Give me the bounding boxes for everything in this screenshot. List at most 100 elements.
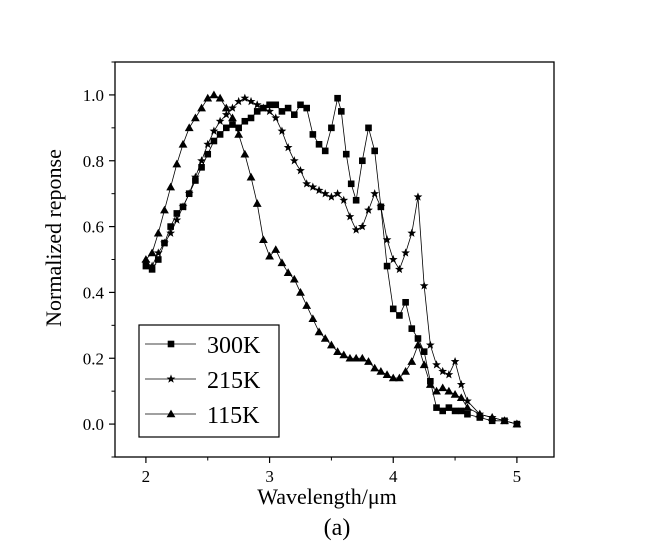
data-point-115K [444,386,454,395]
data-point-215K [228,103,237,112]
data-point-300K [338,108,345,115]
data-point-115K [432,386,441,395]
data-point-300K [198,164,205,171]
data-point-300K [142,262,150,270]
data-point-115K [370,363,380,372]
data-point-300K [359,157,366,165]
data-point-115K [339,350,349,359]
data-point-215K [333,189,342,198]
legend-label: 300K [207,333,261,359]
x-tick-label: 5 [513,467,522,486]
x-axis-title: Wavelength/μm [257,484,397,509]
data-point-115K [289,274,299,283]
data-point-300K [297,101,304,109]
legend-marker [166,374,176,383]
data-point-215K [419,281,429,290]
data-point-300K [278,108,286,115]
data-point-115K [258,235,268,244]
data-point-300K [235,124,242,132]
data-point-215K [172,215,182,224]
data-point-215K [160,238,169,247]
data-point-115K [456,393,466,402]
data-point-215K [314,185,324,195]
legend-label: 115K [207,403,260,429]
data-point-115K [327,340,336,349]
data-point-115K [153,228,163,237]
data-point-300K [464,410,471,418]
legend: 300K 215K 115K [138,324,280,438]
legend-item-300K: 300K [145,333,261,359]
data-point-300K [266,101,273,109]
data-point-300K [315,140,323,148]
data-point-215K [320,189,330,198]
data-point-300K [334,94,341,102]
data-point-115K [265,251,274,260]
data-point-300K [371,147,378,155]
plot-area: 2 3 4 5 0.0 0.2 0.4 0.6 0.8 1.0 [83,61,555,486]
data-point-115K [487,413,497,421]
data-point-215K [382,235,392,244]
data-point-115K [228,113,237,122]
legend-item-215K: 215K [145,368,261,394]
data-point-300K [365,124,372,132]
data-point-300K [321,147,329,155]
data-point-300K [328,124,335,132]
data-point-300K [396,312,403,319]
data-point-215K [407,228,417,237]
data-point-300K [210,137,218,145]
data-point-115K [413,340,423,349]
data-point-115K [190,113,200,122]
data-point-115K [283,268,293,276]
data-point-215K [388,254,398,264]
data-point-215K [277,126,287,135]
data-point-300K [433,404,440,411]
data-point-300K [389,305,397,313]
data-point-115K [221,103,231,112]
data-point-215K [327,192,336,201]
data-point-115K [376,367,386,375]
data-point-300K [414,335,422,342]
data-point-115K [475,409,485,418]
data-point-115K [388,373,398,382]
legend-item-115K: 115K [145,403,260,429]
data-point-300K [291,111,298,118]
data-point-215K [215,116,225,125]
data-point-215K [345,212,355,221]
data-point-215K [456,379,466,389]
x-tick-label: 3 [265,467,274,486]
data-point-115K [178,139,188,148]
data-point-115K [209,90,219,99]
y-tick-label: 0.8 [83,152,104,171]
data-point-115K [425,380,435,388]
data-point-115K [438,383,448,392]
data-point-215K [191,172,200,181]
data-point-115K [172,159,182,168]
data-point-115K [382,370,392,379]
data-point-215K [395,264,404,274]
data-point-215K [438,366,448,376]
y-tick-label: 0.2 [83,349,104,368]
data-point-215K [463,396,472,405]
data-point-215K [246,96,256,106]
data-point-300K [352,196,360,204]
data-point-215K [296,166,305,175]
data-point-300K [303,104,310,112]
data-point-300K [204,150,212,158]
legend-label: 215K [207,368,261,394]
data-point-215K [166,228,176,237]
data-point-215K [221,110,231,119]
data-point-300K [253,108,261,115]
data-point-115K [197,103,206,112]
data-point-215K [370,189,380,198]
data-point-115K [277,258,287,267]
x-tick-label: 2 [142,467,151,486]
data-point-300K [148,266,156,273]
data-point-115K [271,245,281,253]
data-point-115K [184,123,194,132]
data-point-300K [347,180,355,188]
data-point-215K [413,192,423,201]
data-point-115K [512,419,522,428]
data-point-115K [302,301,312,309]
data-point-115K [240,149,250,158]
